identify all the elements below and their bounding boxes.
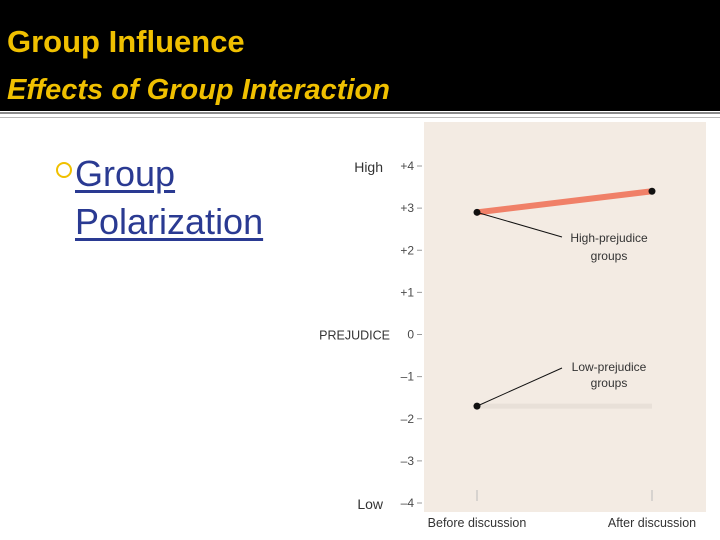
y-tick-label: +2 (400, 243, 414, 257)
bullet-link-group-polarization[interactable]: Group Polarization (75, 153, 264, 242)
y-tick-label: –1 (401, 370, 415, 384)
header-divider-thin (0, 117, 720, 118)
annotation-leader-low (476, 367, 563, 407)
data-point-high-prejudice (648, 187, 656, 195)
slide-subtitle: Effects of Group Interaction (7, 74, 390, 106)
series-line-high-prejudice (474, 188, 655, 216)
series-label: Low-prejudice (572, 360, 647, 374)
series-label: groups (591, 376, 628, 390)
annotation-leader-high (476, 211, 563, 238)
y-tick-label: –4 (401, 496, 415, 510)
slide-title: Group Influence (7, 24, 245, 59)
y-tick-label: –2 (401, 412, 415, 426)
y-axis-label: PREJUDICE (319, 329, 390, 343)
y-tick-label: +3 (400, 201, 414, 215)
series-label: High-prejudice (570, 231, 648, 245)
y-high-label: High (354, 159, 383, 175)
plot-area (424, 122, 706, 512)
series-label: groups (591, 249, 628, 263)
x-tick-label: Before discussion (428, 516, 527, 530)
y-tick-label: +1 (400, 285, 414, 299)
title-bar (0, 0, 720, 111)
x-tick-label: After discussion (608, 516, 696, 530)
header-divider (0, 112, 720, 114)
y-low-label: Low (357, 496, 384, 512)
y-tick-label: 0 (407, 328, 414, 342)
circle-bullet-icon (56, 162, 72, 178)
y-tick-label: –3 (401, 454, 415, 468)
y-tick-label: +4 (400, 159, 414, 173)
